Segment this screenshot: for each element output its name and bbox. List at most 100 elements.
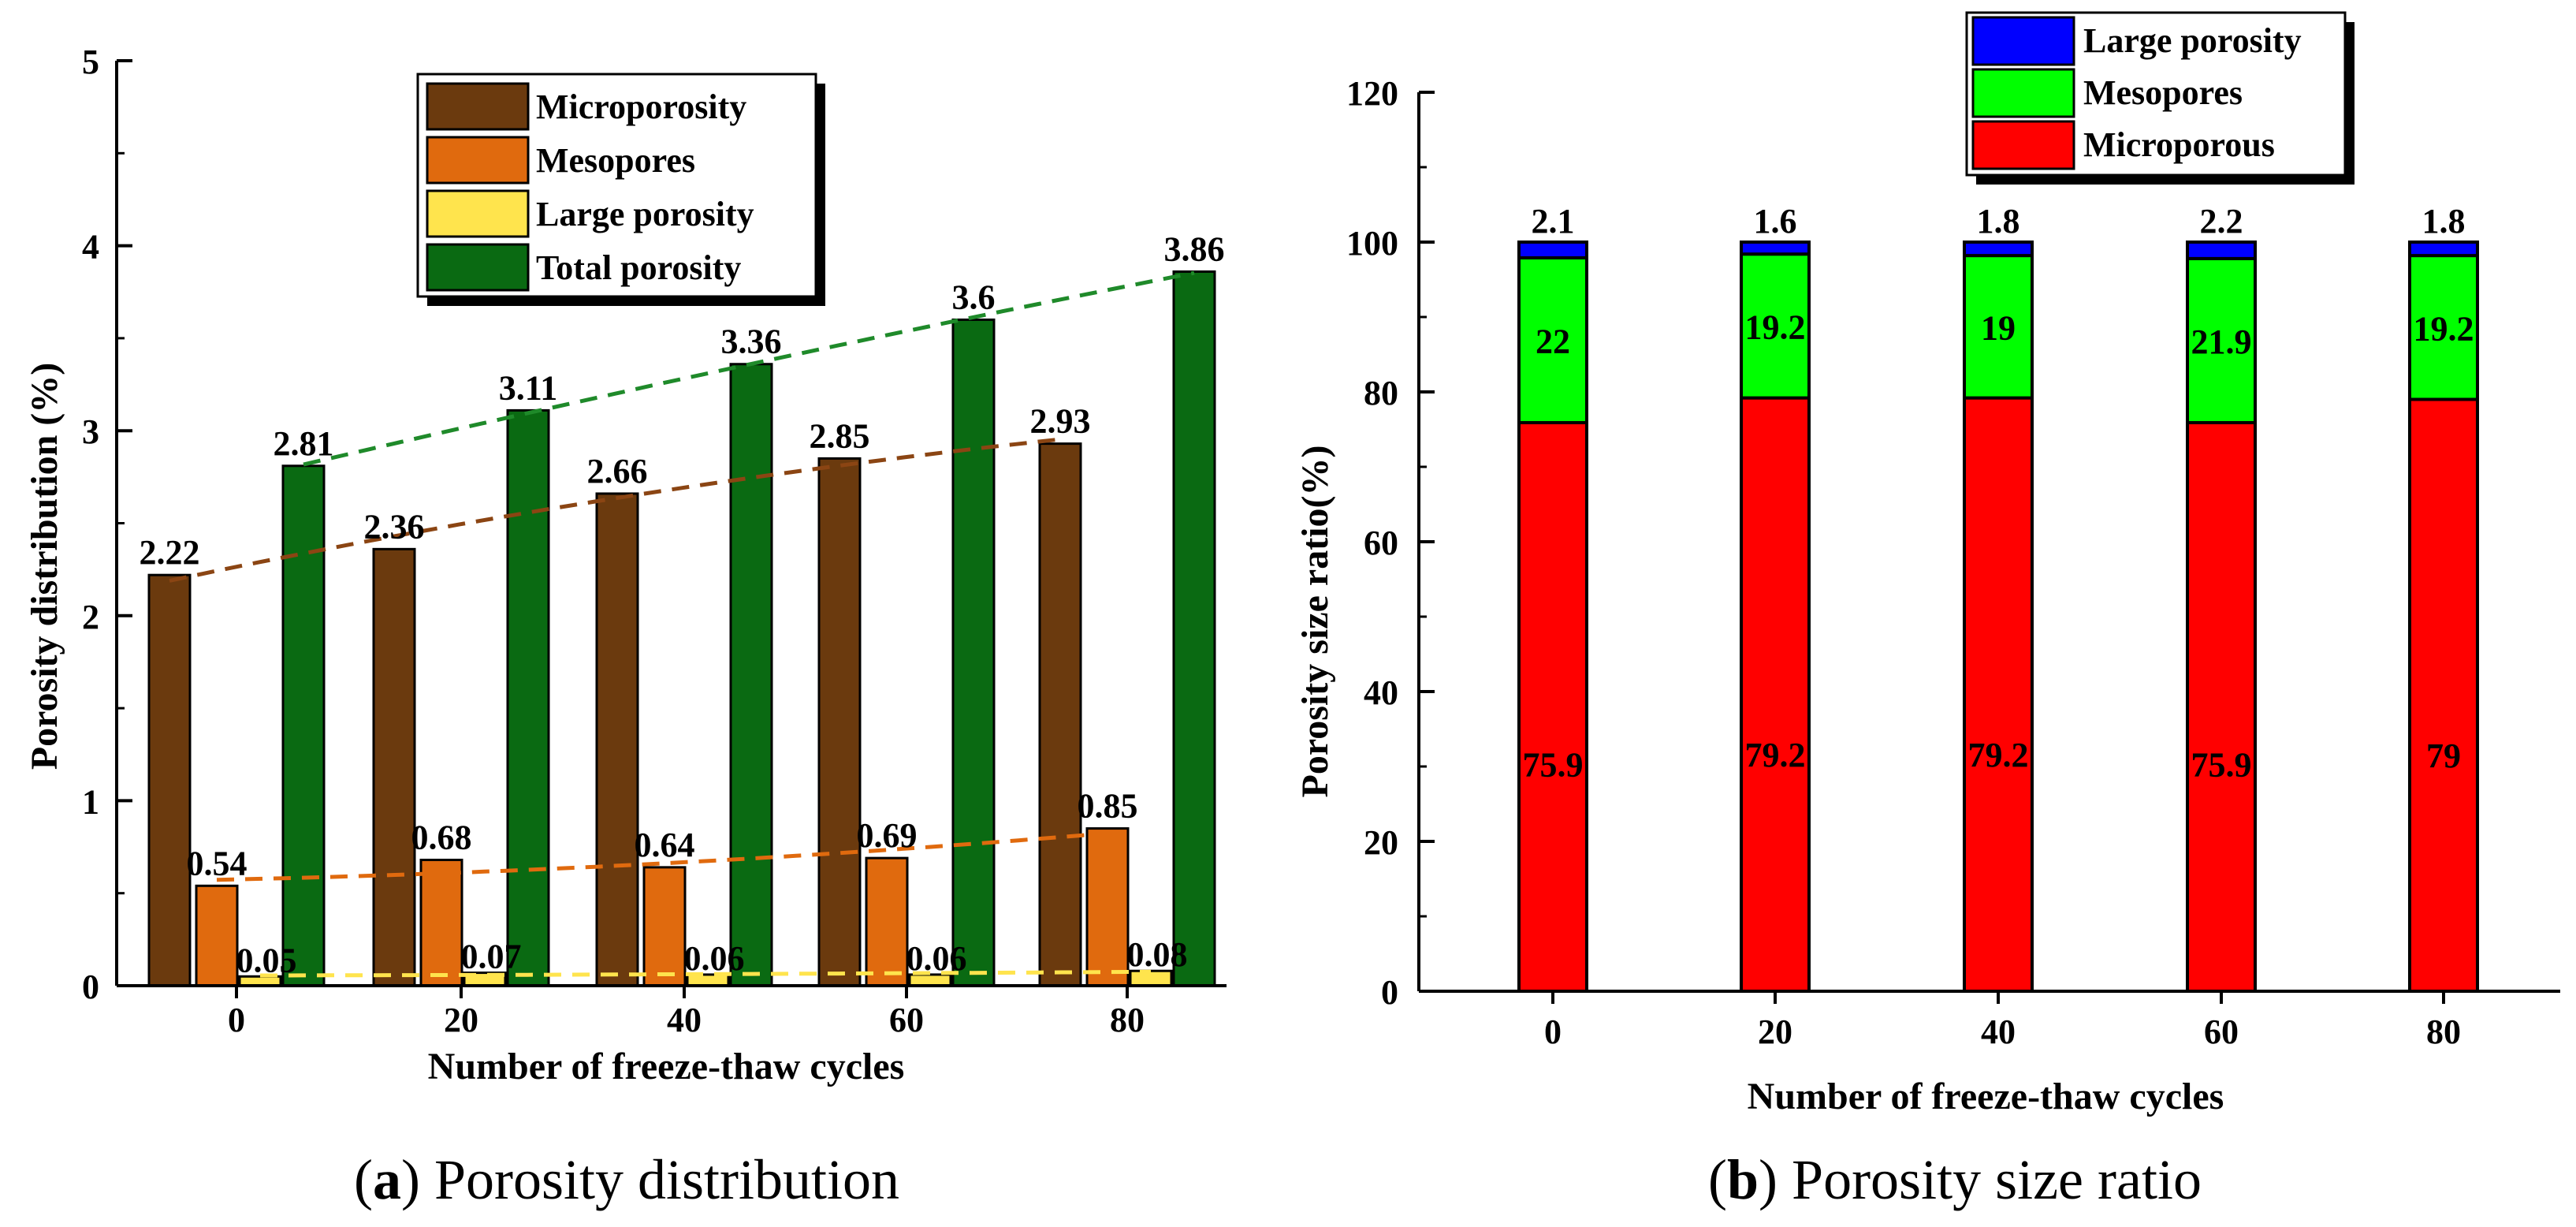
y-tick-label-0: 0 bbox=[1381, 973, 1398, 1012]
y-tick-label-2: 2 bbox=[82, 598, 99, 636]
chart-b-legend: Large porosity Mesopores Microporous bbox=[1965, 11, 2355, 185]
x-tick-label-80: 80 bbox=[1110, 1001, 1145, 1039]
x-tick-label-40: 40 bbox=[667, 1001, 702, 1039]
legend-label-microporous: Microporous bbox=[2083, 125, 2275, 164]
y-tick-label-80: 80 bbox=[1364, 374, 1398, 412]
bar-microporous-60 bbox=[2186, 420, 2257, 993]
legend-label-large-porosity: Large porosity bbox=[536, 195, 754, 233]
bar-total-porosity-80 bbox=[1172, 270, 1216, 987]
bar-microporosity-20 bbox=[372, 547, 416, 987]
legend-label-total-porosity: Total porosity bbox=[536, 248, 741, 287]
x-tick-label-0: 0 bbox=[1544, 1013, 1562, 1051]
chart-a-caption-letter: a bbox=[373, 1148, 401, 1211]
chart-a-x-axis-title: Number of freeze-thaw cycles bbox=[428, 1046, 905, 1087]
data-label-large-porosity-40: 0.06 bbox=[684, 939, 745, 978]
data-label-mesopores-40: 19 bbox=[1981, 308, 2016, 347]
chart-b: 75.9 22 2.1 79.2 19.2 1.6 79.2 19 1.8 75.9 21.9 2.2… bbox=[1294, 11, 2560, 1211]
data-label-mesopores-60: 0.69 bbox=[857, 816, 918, 855]
bar-total-porosity-0 bbox=[281, 464, 326, 987]
bar-microporous-40 bbox=[1963, 396, 2034, 994]
data-label-microporosity-80: 2.93 bbox=[1030, 402, 1091, 441]
bar-total-porosity-60 bbox=[951, 318, 996, 987]
bar-large-porosity-40 bbox=[1963, 241, 2034, 258]
chart-a-caption-text: Porosity distribution bbox=[420, 1148, 899, 1211]
legend-label-large-porosity: Large porosity bbox=[2083, 21, 2302, 60]
data-label-total-porosity-40: 3.36 bbox=[721, 323, 782, 361]
chart-b-caption-letter: b bbox=[1727, 1148, 1759, 1211]
bar-microporosity-80 bbox=[1038, 442, 1082, 987]
data-label-large-porosity-0: 2.1 bbox=[1532, 202, 1575, 241]
data-label-total-porosity-0: 2.81 bbox=[274, 424, 334, 463]
y-tick-label-0: 0 bbox=[82, 968, 99, 1006]
trendline-microporosity bbox=[169, 437, 1061, 583]
bar-microporosity-0 bbox=[147, 573, 192, 987]
data-label-mesopores-20: 19.2 bbox=[1745, 308, 1806, 346]
data-label-large-porosity-20: 0.07 bbox=[461, 938, 522, 976]
bar-large-porosity-20 bbox=[1740, 241, 1811, 256]
data-label-large-porosity-60: 2.2 bbox=[2200, 202, 2243, 241]
x-tick-label-60: 60 bbox=[2204, 1013, 2239, 1051]
y-tick-label-20: 20 bbox=[1364, 823, 1398, 862]
legend-swatch-mesopores bbox=[426, 136, 530, 185]
bar-mesopores-0 bbox=[1517, 255, 1588, 424]
legend-swatch-total-porosity bbox=[426, 243, 530, 292]
chart-a-trendlines bbox=[169, 270, 1195, 978]
legend-label-mesopores: Mesopores bbox=[536, 141, 695, 180]
trendline-large-porosity bbox=[260, 969, 1152, 978]
data-label-mesopores-20: 0.68 bbox=[411, 818, 472, 856]
bar-microporosity-40 bbox=[595, 492, 639, 987]
data-label-large-porosity-80: 0.08 bbox=[1127, 935, 1188, 974]
chart-a-axes: 0 1 2 3 4 5 0 20 40 60 80 bbox=[82, 43, 1227, 1039]
data-label-microporous-20: 79.2 bbox=[1745, 736, 1806, 774]
data-label-microporosity-0: 2.22 bbox=[140, 533, 200, 572]
bar-total-porosity-40 bbox=[729, 363, 773, 987]
chart-b-data-labels: 75.9 22 2.1 79.2 19.2 1.6 79.2 19 1.8 75.9 21.9 2.2… bbox=[1523, 202, 2474, 785]
chart-b-caption: (b) Porosity size ratio bbox=[1708, 1148, 2202, 1211]
data-label-total-porosity-80: 3.86 bbox=[1164, 229, 1225, 268]
data-label-large-porosity-20: 1.6 bbox=[1754, 202, 1797, 241]
bar-mesopores-0 bbox=[195, 884, 239, 987]
legend-label-mesopores: Mesopores bbox=[2083, 73, 2243, 112]
legend-swatch-microporosity bbox=[426, 82, 530, 131]
data-label-microporosity-20: 2.36 bbox=[364, 507, 425, 546]
y-tick-label-60: 60 bbox=[1364, 524, 1398, 562]
bar-mesopores-20 bbox=[419, 858, 463, 987]
x-tick-label-20: 20 bbox=[444, 1001, 478, 1039]
legend-label-microporosity: Microporosity bbox=[536, 88, 746, 126]
data-label-total-porosity-20: 3.11 bbox=[499, 368, 558, 407]
y-tick-label-4: 4 bbox=[82, 228, 99, 267]
y-tick-label-100: 100 bbox=[1346, 224, 1398, 263]
data-label-large-porosity-40: 1.8 bbox=[1977, 202, 2020, 241]
y-tick-label-120: 120 bbox=[1346, 74, 1398, 113]
data-label-mesopores-0: 0.54 bbox=[187, 844, 248, 882]
x-tick-label-0: 0 bbox=[228, 1001, 245, 1039]
chart-b-y-axis-title: Porosity size ratio(%) bbox=[1294, 446, 1336, 798]
y-tick-label-3: 3 bbox=[82, 412, 99, 451]
x-tick-label-80: 80 bbox=[2426, 1013, 2461, 1051]
y-tick-label-5: 5 bbox=[82, 43, 99, 81]
data-label-mesopores-40: 0.64 bbox=[635, 826, 695, 864]
data-label-microporous-40: 79.2 bbox=[1968, 736, 2029, 774]
legend-swatch-large-porosity bbox=[426, 189, 530, 238]
bar-large-porosity-80 bbox=[2408, 241, 2479, 258]
chart-a-legend: Microporosity Mesopores Large porosity Tota… bbox=[416, 73, 825, 306]
chart-a-y-axis-title: Porosity distribution (%) bbox=[24, 363, 65, 770]
data-label-microporosity-40: 2.66 bbox=[587, 452, 648, 490]
data-label-microporous-0: 75.9 bbox=[1523, 746, 1584, 785]
data-label-mesopores-60: 21.9 bbox=[2191, 323, 2252, 361]
bar-mesopores-80 bbox=[2408, 254, 2479, 401]
data-label-large-porosity-0: 0.05 bbox=[236, 941, 297, 979]
chart-b-caption-text: Porosity size ratio bbox=[1778, 1148, 2202, 1211]
chart-a-data-labels: 2.22 2.36 2.66 2.85 2.93 0.54 0.68 0.64 0.69 0.85… bbox=[140, 229, 1225, 979]
chart-b-bars bbox=[1517, 241, 2479, 994]
legend-swatch-large-porosity bbox=[1971, 16, 2075, 66]
data-label-large-porosity-80: 1.8 bbox=[2422, 202, 2466, 241]
chart-a: 2.22 2.36 2.66 2.85 2.93 0.54 0.68 0.64 0.69 0.85… bbox=[24, 43, 1227, 1211]
bar-large-porosity-0 bbox=[1517, 241, 1588, 259]
data-label-microporosity-60: 2.85 bbox=[810, 416, 870, 455]
legend-swatch-microporous bbox=[1971, 120, 2075, 170]
bar-large-porosity-60 bbox=[2186, 241, 2257, 260]
data-label-mesopores-0: 22 bbox=[1536, 322, 1570, 360]
data-label-microporous-60: 75.9 bbox=[2191, 746, 2252, 785]
